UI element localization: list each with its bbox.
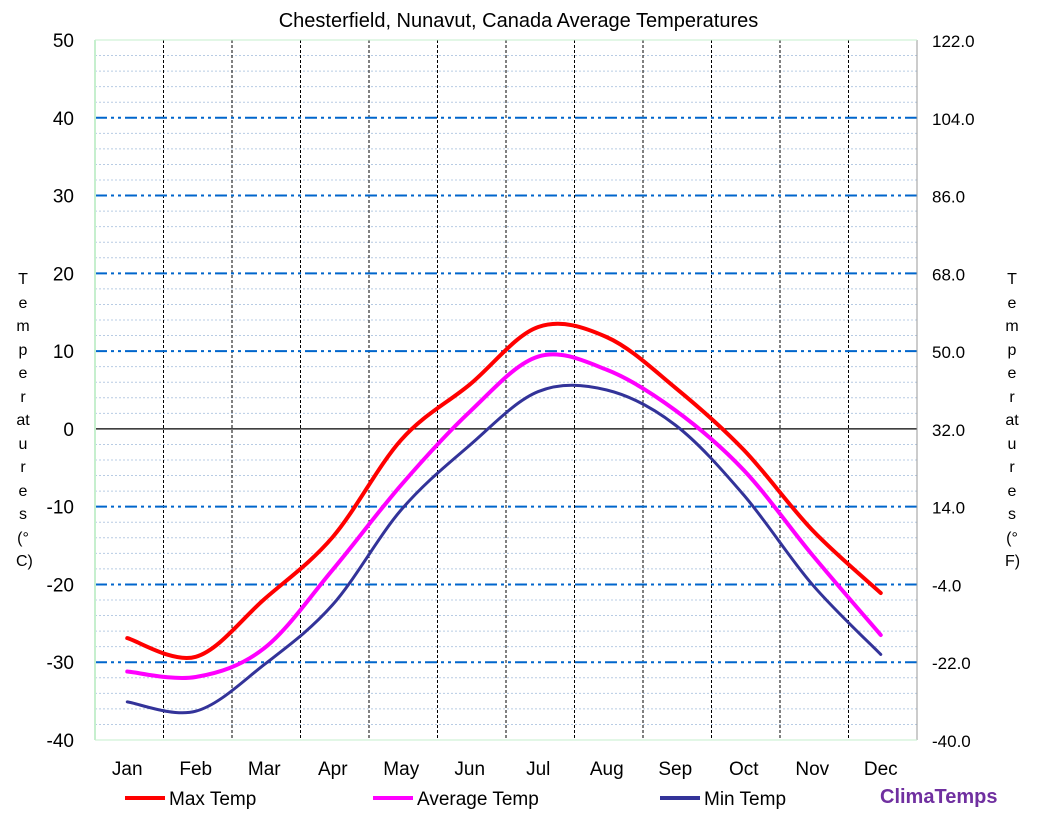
y-tick-label-right: 32.0 [932, 421, 965, 440]
series-line-average-temp [125, 352, 883, 680]
x-tick-label: Sep [658, 759, 692, 780]
legend-label: Average Temp [417, 789, 539, 810]
legend-label: Min Temp [704, 789, 786, 810]
y-tick-label-right: 104.0 [932, 110, 975, 129]
y-tick-label-left: -40 [47, 731, 74, 752]
y-axis-label-left: Temperatures (°C) [16, 271, 33, 570]
x-tick-label: Oct [729, 759, 759, 780]
x-tick-label: May [383, 759, 419, 780]
legend-label: Max Temp [169, 789, 256, 810]
y-tick-label-left: 40 [53, 109, 74, 130]
y-tick-label-right: -4.0 [932, 576, 961, 595]
x-tick-label: Dec [864, 759, 898, 780]
y-tick-label-left: -30 [47, 653, 74, 674]
x-tick-label: Jun [454, 759, 485, 780]
y-tick-label-right: -40.0 [932, 732, 971, 751]
brand-logo: ClimaTemps [880, 786, 998, 808]
y-tick-label-left: 0 [63, 420, 74, 441]
series-line-max-temp [125, 321, 883, 660]
x-tick-label: Jul [526, 759, 550, 780]
x-tick-label: Nov [795, 759, 829, 780]
y-tick-label-left: 50 [53, 31, 74, 52]
y-tick-label-right: 50.0 [932, 343, 965, 362]
y-tick-label-left: 20 [53, 264, 74, 285]
y-tick-label-right: 86.0 [932, 188, 965, 207]
x-tick-label: Apr [318, 759, 348, 780]
y-tick-label-left: -20 [47, 575, 74, 596]
series-line-min-temp [125, 383, 883, 715]
y-tick-label-left: 10 [53, 342, 74, 363]
y-tick-label-right: -22.0 [932, 654, 971, 673]
y-tick-label-right: 68.0 [932, 265, 965, 284]
y-axis-label-right: Temperatures (°F) [1005, 271, 1021, 570]
x-tick-label: Aug [590, 759, 624, 780]
x-tick-label: Mar [248, 759, 281, 780]
chart-title: Chesterfield, Nunavut, Canada Average Te… [278, 10, 759, 32]
x-tick-label: Feb [179, 759, 212, 780]
y-tick-label-right: 14.0 [932, 499, 965, 518]
x-tick-label: Jan [112, 759, 143, 780]
y-tick-label-left: -10 [47, 498, 74, 519]
y-tick-label-right: 122.0 [932, 32, 975, 51]
y-tick-label-left: 30 [53, 187, 74, 208]
